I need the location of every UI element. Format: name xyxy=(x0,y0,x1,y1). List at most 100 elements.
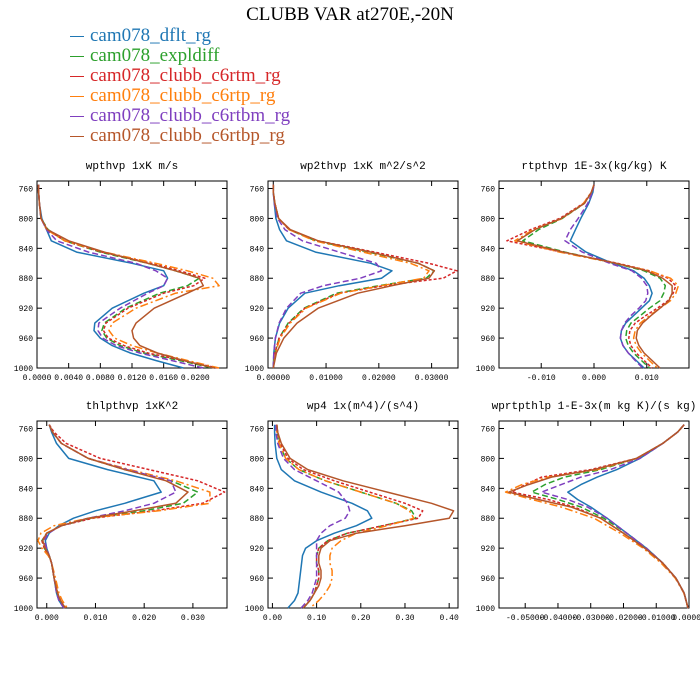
y-tick-label: 760 xyxy=(481,425,496,434)
series-line-cam078_clubb_c6rtm_rg xyxy=(511,424,689,609)
series-line-cam078_clubb_c6rtbm_rg xyxy=(564,184,649,369)
series-line-cam078_clubb_c6rtbp_rg xyxy=(272,184,436,369)
plot-frame xyxy=(36,180,228,369)
x-tick-label: 0.20 xyxy=(351,614,370,623)
series-line-cam078_expldiff xyxy=(522,184,667,369)
series-line-cam078_expldiff xyxy=(531,424,689,609)
panel-title: rtpthvp 1E-3x(kg/kg) K xyxy=(521,161,667,173)
legend-label: cam078_clubb_c6rtbp_rg xyxy=(90,125,285,146)
y-tick-label: 840 xyxy=(19,485,34,494)
x-tick-label: 0.000 xyxy=(35,614,59,623)
legend-swatch xyxy=(70,35,84,37)
y-tick-label: 840 xyxy=(19,245,34,254)
y-tick-label: 760 xyxy=(250,185,265,194)
y-tick-label: 1000 xyxy=(14,605,33,614)
x-tick-label: 0.0120 xyxy=(118,374,147,383)
x-tick-label: -0.04000 xyxy=(539,614,578,623)
legend-item-c6rtm: cam078_clubb_c6rtm_rg xyxy=(70,66,290,86)
legend-item-dflt: cam078_dflt_rg xyxy=(70,26,290,46)
series-line-cam078_clubb_c6rtm_rg xyxy=(276,424,424,609)
panel-title: wprtpthlp 1-E-3x(m kg K)/(s kg) xyxy=(492,401,697,413)
plot-frame xyxy=(36,420,228,609)
legend-swatch xyxy=(70,95,84,97)
y-tick-label: 880 xyxy=(481,275,496,284)
y-tick-label: 960 xyxy=(19,335,34,344)
series-line-cam078_clubb_c6rtbp_rg xyxy=(508,424,689,609)
legend-item-expldiff: cam078_expldiff xyxy=(70,46,290,66)
x-tick-label: 0.010 xyxy=(83,614,107,623)
x-tick-label: 0.010 xyxy=(635,374,659,383)
y-tick-label: 880 xyxy=(19,275,34,284)
x-tick-label: -0.02000 xyxy=(604,614,643,623)
plot-frame xyxy=(267,180,459,369)
y-tick-label: 960 xyxy=(250,575,265,584)
x-tick-label: -0.01000 xyxy=(637,614,676,623)
series-line-cam078_clubb_c6rtbm_rg xyxy=(275,424,351,609)
series-line-cam078_expldiff xyxy=(276,424,417,609)
series-line-cam078_clubb_c6rtbm_rg xyxy=(272,184,383,369)
series-line-cam078_clubb_c6rtp_rg xyxy=(514,184,680,369)
x-tick-label: 0.00000 xyxy=(256,374,290,383)
series-line-cam078_clubb_c6rtm_rg xyxy=(272,184,458,369)
y-tick-label: 800 xyxy=(250,455,265,464)
y-tick-label: 960 xyxy=(481,335,496,344)
x-tick-label: 0.000 xyxy=(582,374,606,383)
y-tick-label: 840 xyxy=(481,245,496,254)
plot-frame xyxy=(267,420,459,609)
series-line-cam078_clubb_c6rtbm_rg xyxy=(540,424,689,609)
y-tick-label: 1000 xyxy=(476,365,495,374)
x-tick-label: 0.020 xyxy=(132,614,156,623)
series-line-cam078_clubb_c6rtp_rg xyxy=(272,184,430,369)
x-tick-label: 0.01000 xyxy=(309,374,343,383)
series-line-cam078_clubb_c6rtbm_rg xyxy=(37,184,204,369)
x-tick-label: 0.02000 xyxy=(362,374,396,383)
y-tick-label: 880 xyxy=(19,515,34,524)
series-line-cam078_expldiff xyxy=(41,424,199,609)
x-tick-label: 0.0160 xyxy=(149,374,178,383)
x-tick-label: -0.03000 xyxy=(572,614,611,623)
series-line-cam078_expldiff xyxy=(37,184,213,369)
x-tick-label: -0.010 xyxy=(527,374,556,383)
y-tick-label: 840 xyxy=(481,485,496,494)
y-tick-label: 1000 xyxy=(245,365,264,374)
y-tick-label: 880 xyxy=(481,515,496,524)
legend-label: cam078_expldiff xyxy=(90,45,220,66)
x-tick-label: 0.0000 xyxy=(23,374,52,383)
series-line-cam078_expldiff xyxy=(272,184,436,369)
y-tick-label: 920 xyxy=(481,305,496,314)
legend-swatch xyxy=(70,55,84,57)
legend-item-c6rtbp: cam078_clubb_c6rtbp_rg xyxy=(70,126,290,146)
plot-frame xyxy=(498,420,690,609)
series-line-cam078_dflt_rg xyxy=(272,184,393,369)
series-line-cam078_clubb_c6rtm_rg xyxy=(506,184,677,369)
x-tick-label: 0.03000 xyxy=(415,374,449,383)
series-line-cam078_clubb_c6rtm_rg xyxy=(37,184,218,369)
x-tick-label: 0.00000 xyxy=(672,614,700,623)
y-tick-label: 840 xyxy=(250,485,265,494)
y-tick-label: 1000 xyxy=(14,365,33,374)
x-tick-label: 0.0080 xyxy=(86,374,115,383)
y-tick-label: 880 xyxy=(250,515,265,524)
legend-item-c6rtbm: cam078_clubb_c6rtbm_rg xyxy=(70,106,290,126)
x-tick-label: 0.00 xyxy=(263,614,282,623)
series-line-cam078_clubb_c6rtp_rg xyxy=(276,424,415,609)
x-tick-label: 0.0200 xyxy=(181,374,210,383)
y-tick-label: 760 xyxy=(481,185,496,194)
series-line-cam078_clubb_c6rtbp_rg xyxy=(37,184,215,369)
legend-swatch xyxy=(70,135,84,137)
y-tick-label: 800 xyxy=(481,455,496,464)
y-tick-label: 920 xyxy=(19,305,34,314)
x-tick-label: -0.05000 xyxy=(506,614,545,623)
series-line-cam078_clubb_c6rtbp_rg xyxy=(516,184,673,369)
series-line-cam078_clubb_c6rtbp_rg xyxy=(42,424,189,609)
legend-swatch xyxy=(70,115,84,117)
y-tick-label: 800 xyxy=(19,455,34,464)
y-tick-label: 800 xyxy=(250,215,265,224)
legend: cam078_dflt_rg cam078_expldiff cam078_cl… xyxy=(70,26,290,146)
y-tick-label: 760 xyxy=(19,425,34,434)
x-tick-label: 0.30 xyxy=(395,614,414,623)
panel-title: wp2thvp 1xK m^2/s^2 xyxy=(300,161,425,173)
panel-title: wpthvp 1xK m/s xyxy=(86,161,178,173)
y-tick-label: 1000 xyxy=(476,605,495,614)
